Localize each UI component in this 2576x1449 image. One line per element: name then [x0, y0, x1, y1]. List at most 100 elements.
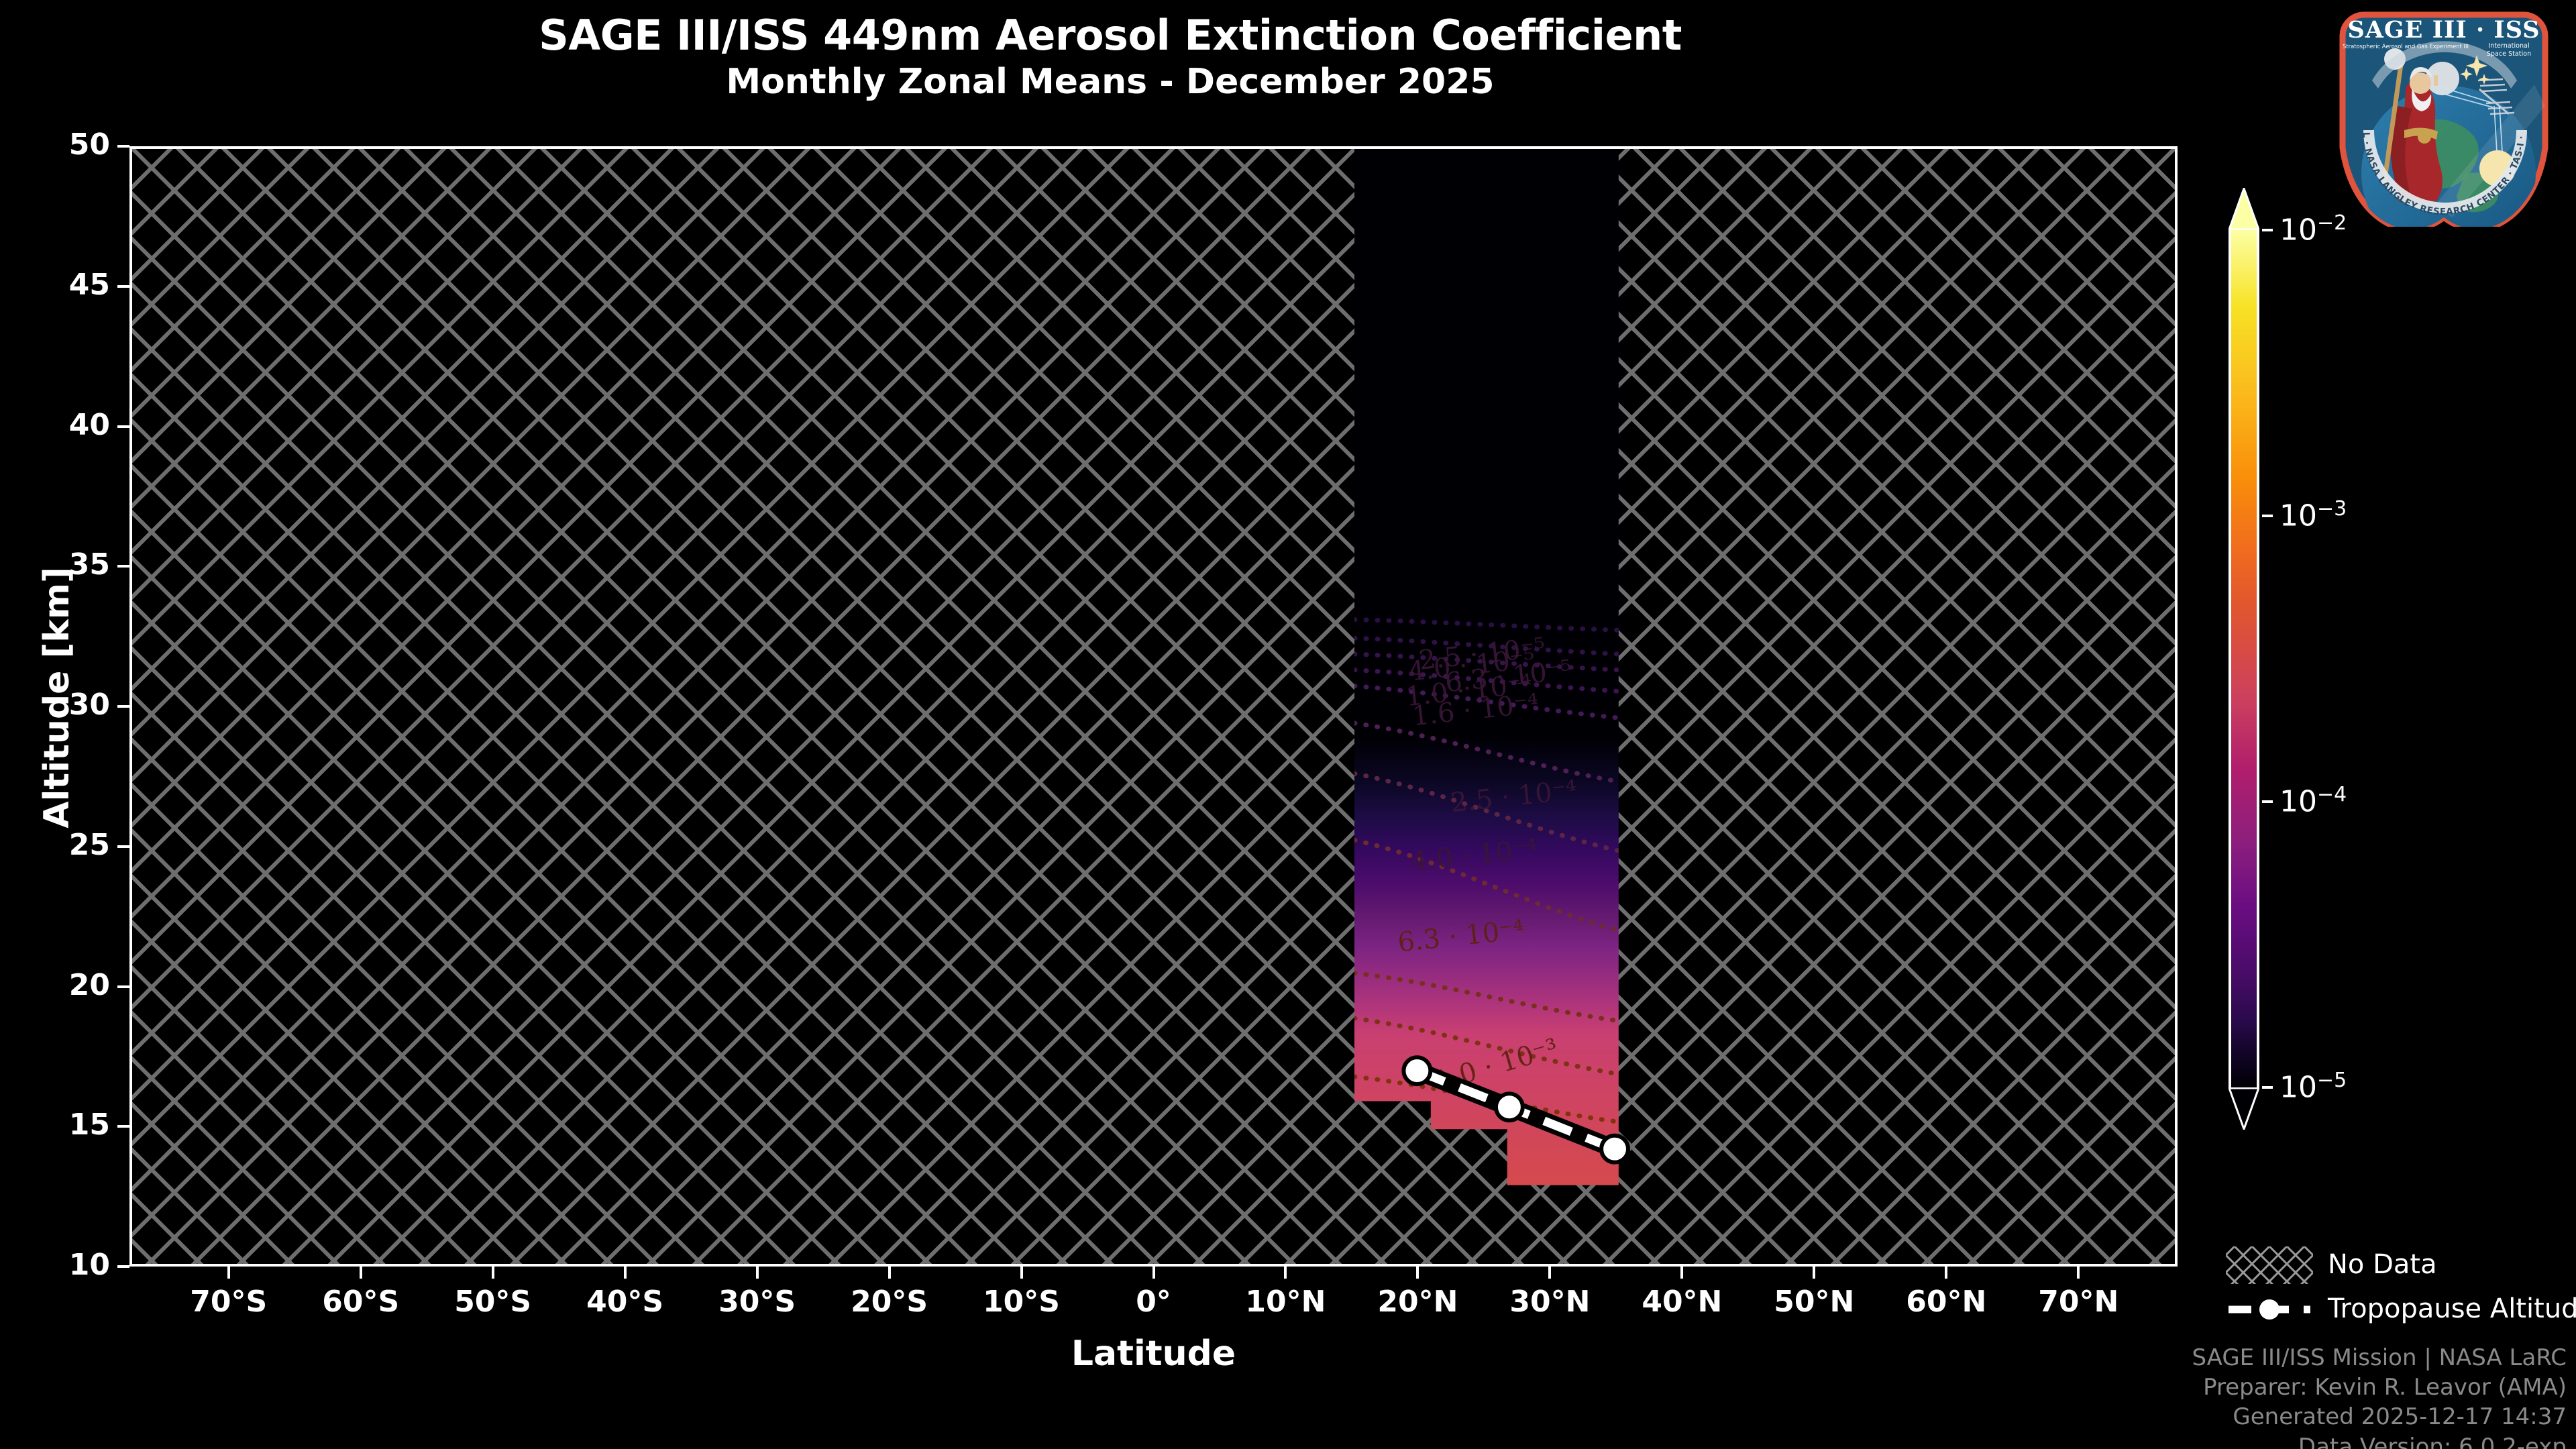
page-subtitle: Monthly Zonal Means - December 2025: [726, 62, 1495, 102]
patch-subtitle-right-1: International: [2488, 42, 2529, 50]
x-tick-label: 0°: [1136, 1285, 1171, 1319]
y-tick-mark: [117, 425, 129, 428]
y-tick-mark: [117, 845, 129, 848]
x-tick-label: 10°N: [1245, 1285, 1326, 1319]
footer-credits: SAGE III/ISS Mission | NASA LaRC Prepare…: [1829, 1343, 2567, 1449]
colorbar-tick-mark: [2262, 800, 2273, 803]
y-tick-label: 45: [68, 267, 110, 302]
tropopause-marker: [1401, 1055, 1433, 1087]
plot-area: 2.5 · 10⁻⁵ 4.0 · 10⁻⁵ 6.3 · 10⁻⁵ 1.0 · 10⁻⁴…: [129, 146, 2178, 1267]
x-tick-label: 20°N: [1377, 1285, 1458, 1319]
legend-label-tropopause: Tropopause Altitude: [2328, 1293, 2576, 1324]
x-tick-mark: [1548, 1267, 1552, 1279]
contour-line: [1354, 1018, 1619, 1074]
x-tick-mark: [359, 1267, 362, 1279]
y-axis-title: Altitude [km]: [37, 567, 77, 828]
x-tick-label: 70°N: [2038, 1285, 2119, 1319]
patch-title: SAGE III · ISS: [2347, 16, 2540, 44]
contour-line: [1354, 773, 1619, 851]
hatch-swatch-icon: [2226, 1246, 2313, 1284]
x-tick-label: 60°S: [322, 1285, 400, 1319]
x-tick-mark: [623, 1267, 627, 1279]
contour-line: [1354, 654, 1619, 670]
tropopause-line: [1401, 1055, 1630, 1165]
footer-line-data-version: Data Version: 6.0.2-exp: [2298, 1433, 2567, 1449]
colorbar: 10−2 10−3 10−4 10−5: [2222, 188, 2347, 1174]
y-tick-label: 35: [68, 547, 110, 582]
y-tick-mark: [117, 565, 129, 568]
y-tick-mark: [117, 1265, 129, 1268]
patch-figure: [2381, 48, 2443, 201]
contour-line: [1354, 1077, 1619, 1122]
x-tick-mark: [491, 1267, 494, 1279]
x-tick-mark: [888, 1267, 891, 1279]
y-tick-label: 10: [68, 1248, 110, 1282]
x-tick-label: 50°S: [454, 1285, 532, 1319]
contour-line: [1354, 723, 1619, 782]
heatmap-gradient: [1354, 149, 1619, 1185]
x-tick-label: 50°N: [1774, 1285, 1855, 1319]
patch-stars: [2460, 55, 2489, 85]
colorbar-extend-min-arrow: [2229, 1087, 2259, 1130]
legend-label-no-data: No Data: [2328, 1249, 2437, 1280]
y-tick-label: 25: [68, 827, 110, 862]
x-tick-label: 40°S: [586, 1285, 664, 1319]
colorbar-tick-label: 10−4: [2279, 783, 2347, 819]
x-tick-label: 30°S: [718, 1285, 796, 1319]
x-tick-label: 10°S: [983, 1285, 1060, 1319]
contour-line: [1354, 670, 1619, 692]
contour-line: [1354, 686, 1619, 718]
x-tick-label: 20°S: [851, 1285, 928, 1319]
contour-line: [1354, 638, 1619, 654]
patch-moon: [2426, 62, 2459, 95]
x-tick-mark: [755, 1267, 759, 1279]
x-tick-mark: [227, 1267, 230, 1279]
y-tick-mark: [117, 284, 129, 288]
heatmap-data-column: [1354, 149, 1619, 1212]
x-tick-label: 60°N: [1906, 1285, 1987, 1319]
y-tick-mark: [117, 705, 129, 708]
y-tick-label: 20: [68, 967, 110, 1002]
x-tick-label: 40°N: [1642, 1285, 1723, 1319]
x-tick-label: 30°N: [1509, 1285, 1591, 1319]
contour-line: [1354, 840, 1619, 930]
contour-lines: [1354, 149, 1619, 1212]
y-tick-mark: [117, 985, 129, 988]
footer-line-generated: Generated 2025-12-17 14:37: [2233, 1403, 2567, 1431]
colorbar-tick-mark: [2262, 515, 2273, 517]
patch-subtitle-right-2: Space Station: [2487, 50, 2531, 58]
footer-line-mission: SAGE III/ISS Mission | NASA LaRC: [2192, 1344, 2567, 1371]
colorbar-gradient: [2229, 230, 2259, 1087]
x-tick-mark: [1284, 1267, 1287, 1279]
x-tick-label: 70°S: [190, 1285, 268, 1319]
x-tick-mark: [1680, 1267, 1684, 1279]
y-tick-mark: [117, 1125, 129, 1128]
colorbar-extend-max-arrow: [2229, 188, 2259, 230]
y-tick-label: 15: [68, 1108, 110, 1142]
x-tick-mark: [1020, 1267, 1023, 1279]
x-tick-mark: [1813, 1267, 1816, 1279]
tropopause-marker: [1599, 1133, 1630, 1165]
x-tick-mark: [1945, 1267, 1948, 1279]
colorbar-tick-label: 10−5: [2279, 1069, 2347, 1105]
y-tick-mark: [117, 145, 129, 148]
colorbar-tick-mark: [2262, 1086, 2273, 1089]
colorbar-tick-label: 10−2: [2279, 211, 2347, 248]
x-axis-title: Latitude: [1071, 1334, 1236, 1374]
footer-line-preparer: Preparer: Kevin R. Leavor (AMA): [2203, 1374, 2567, 1401]
y-tick-label: 30: [68, 688, 110, 722]
sage-iii-iss-mission-patch: SAGE III · ISS Stratospheric Aerosol and…: [2333, 5, 2548, 227]
x-tick-mark: [2077, 1267, 2080, 1279]
page-title: SAGE III/ISS 449nm Aerosol Extinction Co…: [539, 11, 1682, 60]
colorbar-tick-mark: [2262, 229, 2273, 231]
y-tick-label: 40: [68, 407, 110, 442]
y-tick-label: 50: [68, 127, 110, 162]
dashed-line-marker-icon: [2229, 1299, 2310, 1320]
x-tick-mark: [1152, 1267, 1155, 1279]
contour-line: [1354, 973, 1619, 1021]
contour-line: [1354, 619, 1619, 630]
tropopause-marker: [1493, 1091, 1525, 1123]
colorbar-tick-label: 10−3: [2279, 497, 2347, 533]
patch-subtitle-left: Stratospheric Aerosol and Gas Experiment…: [2343, 43, 2469, 50]
